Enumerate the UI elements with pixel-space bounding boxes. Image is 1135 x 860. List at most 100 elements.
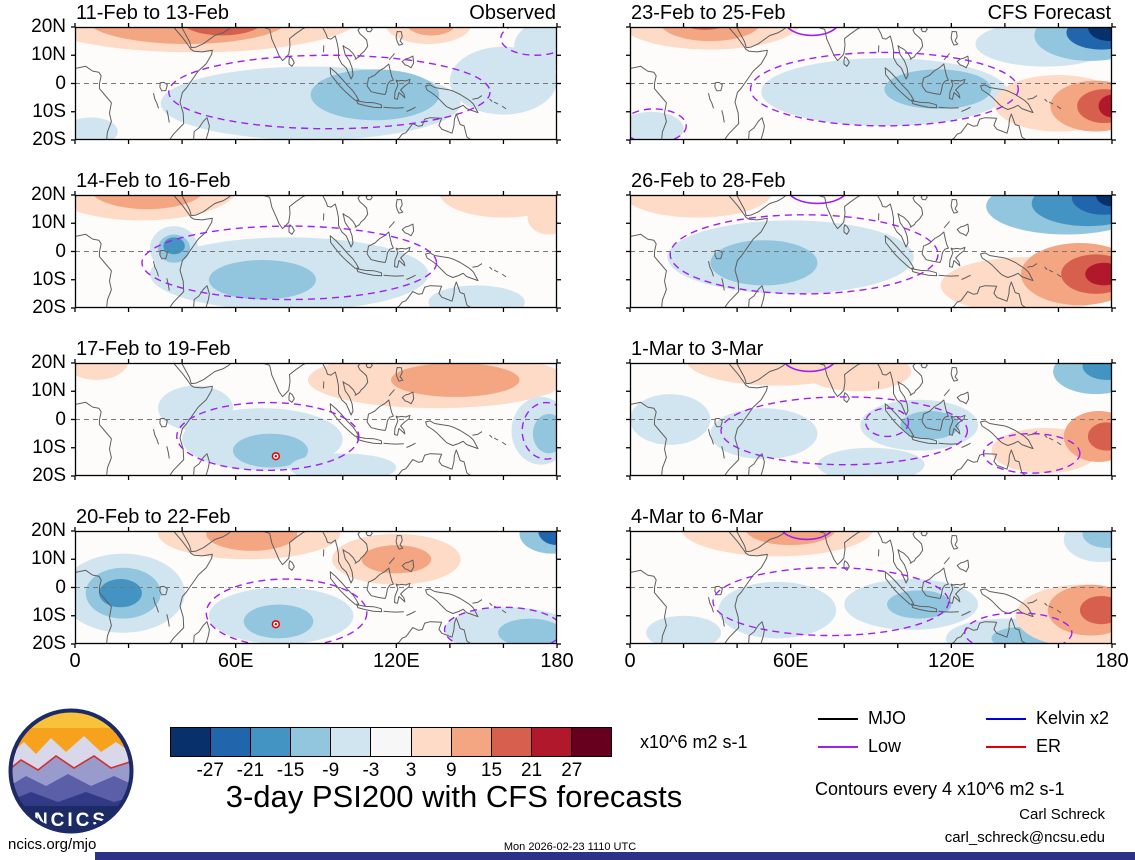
coastline bbox=[920, 195, 928, 201]
colorbar-label: 21 bbox=[521, 760, 543, 781]
coastline bbox=[401, 559, 415, 573]
panel-title: 1-Mar to 3-Mar bbox=[631, 338, 764, 360]
coastline bbox=[1044, 434, 1048, 438]
legend-item-low: Low bbox=[818, 736, 901, 757]
coastline bbox=[288, 392, 295, 403]
logo-text: NCICS bbox=[34, 810, 108, 831]
panel-title: 17-Feb to 19-Feb bbox=[76, 338, 231, 360]
coastline bbox=[472, 599, 483, 604]
coastline bbox=[395, 199, 404, 214]
y-axis-label: 10S bbox=[32, 100, 66, 122]
coastline bbox=[159, 81, 168, 92]
coastline bbox=[166, 446, 170, 459]
colorbar-segment bbox=[531, 728, 572, 756]
y-axis-label: 20N bbox=[31, 520, 66, 541]
coastline bbox=[288, 560, 295, 571]
ncics-logo: NCICS bbox=[8, 708, 134, 834]
coastline bbox=[920, 363, 928, 369]
colorbar-segment bbox=[291, 728, 332, 756]
colorbar-segment bbox=[571, 728, 612, 756]
map-panel: 20-Feb to 22-Feb bbox=[71, 506, 561, 648]
coastline bbox=[816, 363, 862, 398]
low-contour-dashed bbox=[168, 54, 491, 130]
coastline bbox=[472, 95, 483, 100]
colorbar-label: 3 bbox=[405, 760, 417, 781]
coastline bbox=[1027, 263, 1038, 268]
coastline bbox=[493, 101, 499, 105]
y-axis-label: 0 bbox=[55, 240, 66, 262]
colorbar-label: -27 bbox=[196, 760, 224, 781]
coastline bbox=[472, 431, 483, 436]
coastline bbox=[365, 27, 373, 33]
map-content bbox=[630, 363, 1112, 476]
coastline bbox=[395, 367, 404, 382]
coastline bbox=[166, 110, 170, 123]
column-heading: CFS Forecast bbox=[987, 2, 1111, 24]
coastline bbox=[708, 260, 714, 277]
kelvin-line-swatch bbox=[986, 717, 1026, 720]
coastline bbox=[961, 610, 971, 616]
coastline bbox=[714, 249, 723, 260]
panel-title: 23-Feb to 25-Feb bbox=[631, 2, 786, 24]
coastline bbox=[921, 567, 949, 599]
map-content bbox=[630, 531, 1112, 644]
low-contour-dashed bbox=[630, 108, 687, 140]
map-panel: 11-Feb to 13-Feb Observed bbox=[71, 2, 561, 144]
y-axis-label: 10S bbox=[32, 268, 66, 290]
panel-frame bbox=[626, 191, 1116, 312]
colorbar-label: 27 bbox=[561, 760, 583, 781]
x-axis-label: 120E bbox=[927, 650, 975, 672]
x-axis-label: 0 bbox=[624, 650, 636, 672]
colorbar-segment bbox=[371, 728, 412, 756]
coastline bbox=[356, 100, 383, 109]
y-axis-label: 20N bbox=[31, 352, 66, 373]
coastline bbox=[365, 531, 373, 537]
coastline bbox=[723, 27, 768, 140]
y-axis-label: 20S bbox=[32, 633, 66, 654]
coastline bbox=[1044, 602, 1048, 606]
coastline bbox=[425, 420, 479, 450]
coastline bbox=[721, 110, 725, 123]
coastline bbox=[401, 391, 415, 405]
y-axis-label: 20S bbox=[32, 465, 66, 486]
coastline bbox=[406, 610, 416, 616]
coastline bbox=[193, 117, 210, 140]
coastline bbox=[366, 567, 394, 599]
coastline bbox=[843, 224, 850, 235]
column-heading: Observed bbox=[469, 2, 556, 24]
coastline bbox=[193, 285, 210, 308]
colorbar-label: 15 bbox=[480, 760, 503, 781]
colorbar-label: -3 bbox=[362, 760, 380, 781]
low-contour-dashed bbox=[443, 606, 557, 644]
coastline bbox=[956, 391, 970, 405]
coastline bbox=[748, 285, 765, 308]
colorbar-segment bbox=[211, 728, 252, 756]
low-contour-dashed bbox=[720, 396, 969, 466]
coastline bbox=[950, 449, 1027, 476]
panel-title: 14-Feb to 16-Feb bbox=[76, 170, 231, 192]
coastline bbox=[1048, 437, 1054, 441]
y-axis-label: 10S bbox=[32, 436, 66, 458]
coastline bbox=[181, 363, 232, 385]
coastline bbox=[395, 113, 472, 140]
map-canvas bbox=[626, 359, 1116, 480]
coastline bbox=[166, 614, 170, 627]
coastline bbox=[961, 274, 971, 280]
map-content bbox=[75, 363, 557, 476]
y-axis-label: 0 bbox=[55, 408, 66, 430]
map-canvas bbox=[626, 527, 1116, 648]
colorbar-label: -21 bbox=[236, 760, 265, 781]
coastline bbox=[943, 221, 950, 229]
coastline bbox=[425, 252, 479, 282]
coastline bbox=[816, 195, 862, 230]
coastline bbox=[406, 274, 416, 280]
coastline bbox=[721, 614, 725, 627]
coastline bbox=[329, 571, 360, 605]
coastline bbox=[501, 273, 507, 278]
colorbar-label: -9 bbox=[322, 760, 340, 781]
low-contour-solid bbox=[786, 27, 838, 37]
x-axis-label: 180 bbox=[1095, 650, 1129, 672]
coastline bbox=[938, 274, 959, 277]
coastline bbox=[950, 113, 1027, 140]
